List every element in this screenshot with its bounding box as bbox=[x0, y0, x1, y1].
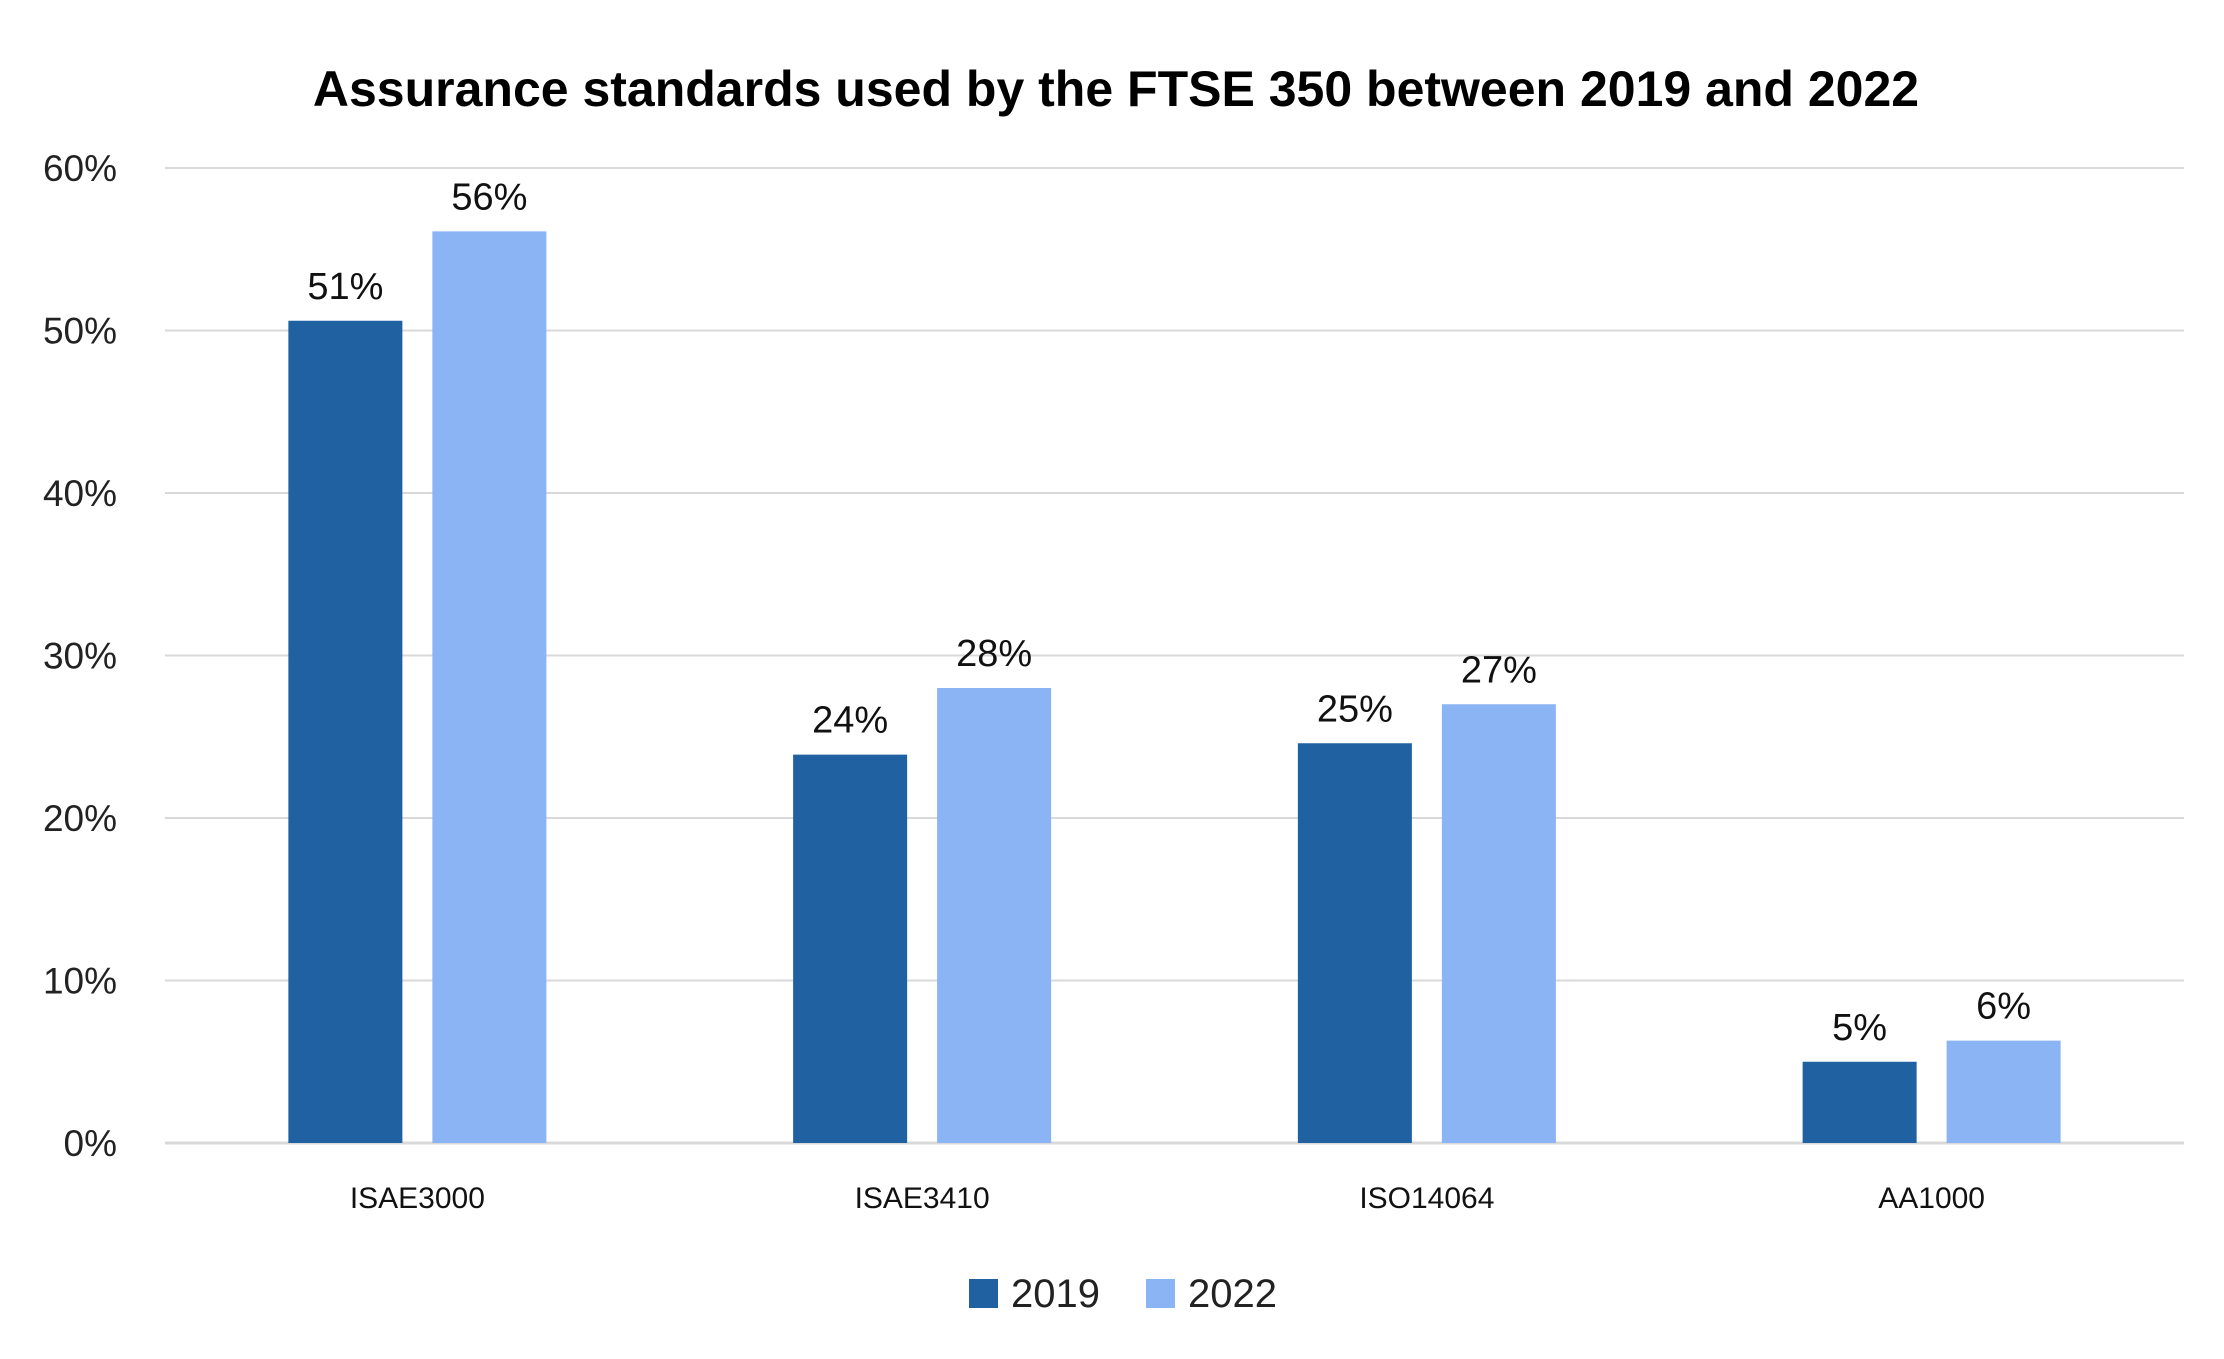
y-tick-label: 40% bbox=[43, 473, 117, 514]
bar-2022-ISO14064 bbox=[1441, 704, 1556, 1143]
bar-2019-ISAE3000 bbox=[288, 320, 403, 1143]
y-tick-label: 20% bbox=[43, 798, 117, 839]
y-tick-label: 0% bbox=[64, 1123, 117, 1164]
legend-swatch-2022 bbox=[1146, 1279, 1175, 1308]
y-tick-label: 50% bbox=[43, 311, 117, 352]
bar-2022-ISAE3000 bbox=[432, 231, 547, 1143]
data-label: 6% bbox=[1976, 986, 2031, 1028]
bar-2019-ISO14064 bbox=[1297, 743, 1412, 1143]
bar-2019-AA1000 bbox=[1802, 1061, 1917, 1143]
data-label: 27% bbox=[1461, 649, 1537, 691]
bar-2019-ISAE3410 bbox=[793, 754, 908, 1143]
y-tick-label: 30% bbox=[43, 636, 117, 677]
legend: 2019 2022 bbox=[969, 1272, 1277, 1316]
x-tick-label: ISO14064 bbox=[1359, 1182, 1494, 1215]
x-tick-label: ISAE3000 bbox=[350, 1182, 485, 1215]
legend-swatch-2019 bbox=[969, 1279, 998, 1308]
y-axis-ticks: 0% 10% 20% 30% 40% 50% 60% bbox=[43, 148, 117, 1164]
x-axis-labels: ISAE3000 ISAE3410 ISO14064 AA1000 bbox=[350, 1182, 1985, 1215]
chart-title: Assurance standards used by the FTSE 350… bbox=[313, 61, 1919, 117]
x-tick-label: AA1000 bbox=[1878, 1182, 1985, 1215]
data-label: 28% bbox=[956, 633, 1032, 675]
bars: 51% 56% 24% 28% 25% 27% 5% 6% bbox=[288, 176, 2061, 1143]
data-label: 24% bbox=[812, 700, 888, 742]
legend-label-2019: 2019 bbox=[1011, 1272, 1100, 1316]
data-label: 5% bbox=[1832, 1007, 1887, 1049]
y-tick-label: 10% bbox=[43, 961, 117, 1002]
bar-2022-AA1000 bbox=[1946, 1040, 2061, 1143]
bar-2022-ISAE3410 bbox=[937, 688, 1052, 1143]
data-label: 51% bbox=[307, 266, 383, 308]
data-label: 25% bbox=[1317, 688, 1393, 730]
data-label: 56% bbox=[451, 176, 527, 218]
x-tick-label: ISAE3410 bbox=[855, 1182, 990, 1215]
y-tick-label: 60% bbox=[43, 148, 117, 189]
legend-label-2022: 2022 bbox=[1188, 1272, 1277, 1316]
